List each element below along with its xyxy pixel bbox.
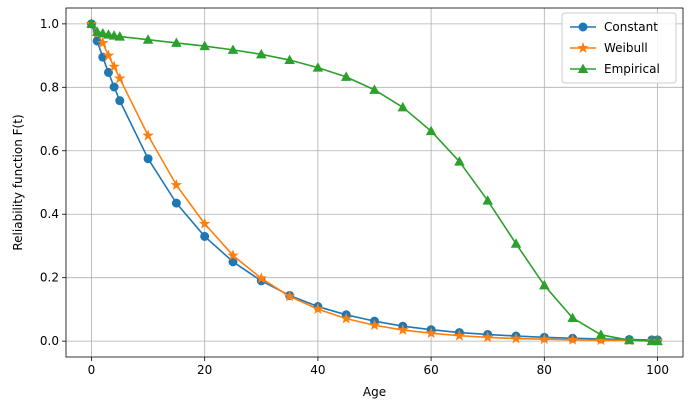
legend-label-weibull: Weibull bbox=[604, 41, 648, 55]
data-point-empirical bbox=[369, 84, 380, 94]
data-point-empirical bbox=[256, 48, 267, 59]
data-point-weibull bbox=[397, 323, 409, 335]
x-tick-label: 0 bbox=[88, 363, 96, 377]
x-tick-label: 60 bbox=[423, 363, 438, 377]
data-point-empirical bbox=[86, 18, 97, 28]
legend-box bbox=[561, 12, 677, 84]
data-point-empirical bbox=[171, 37, 182, 47]
data-point-empirical bbox=[482, 195, 493, 205]
x-tick-label: 80 bbox=[537, 363, 552, 377]
data-point-weibull bbox=[425, 327, 437, 339]
data-point-constant bbox=[171, 198, 181, 208]
data-point-empirical bbox=[652, 335, 663, 346]
data-point-empirical bbox=[114, 31, 126, 41]
data-point-constant bbox=[103, 67, 113, 77]
data-point-empirical bbox=[91, 26, 103, 36]
data-point-weibull bbox=[566, 333, 579, 345]
data-point-weibull bbox=[283, 290, 296, 302]
data-point-constant bbox=[115, 96, 125, 106]
data-point-weibull bbox=[227, 249, 239, 261]
legend-marker-weibull bbox=[577, 41, 589, 53]
data-point-weibull bbox=[170, 178, 183, 190]
data-point-empirical bbox=[454, 156, 465, 166]
data-point-empirical bbox=[312, 62, 324, 72]
legend-item-constant: Constant bbox=[570, 20, 658, 34]
data-point-empirical bbox=[103, 29, 114, 39]
y-tick-label: 0.2 bbox=[40, 271, 59, 285]
data-point-empirical bbox=[340, 71, 352, 81]
data-point-weibull bbox=[198, 217, 211, 229]
data-point-weibull bbox=[453, 329, 466, 341]
x-tick-label: 20 bbox=[197, 363, 212, 377]
data-point-empirical bbox=[510, 238, 522, 248]
y-tick-label: 0.6 bbox=[40, 144, 59, 158]
data-point-empirical bbox=[623, 334, 635, 345]
data-point-weibull bbox=[97, 36, 109, 48]
legend-item-empirical: Empirical bbox=[570, 62, 660, 76]
data-point-empirical bbox=[595, 329, 607, 339]
legend-item-weibull: Weibull bbox=[570, 41, 648, 55]
data-point-empirical bbox=[227, 44, 239, 54]
data-point-weibull bbox=[255, 272, 268, 284]
legend-marker-empirical bbox=[577, 63, 589, 74]
data-point-weibull bbox=[102, 49, 115, 61]
data-point-weibull bbox=[368, 319, 381, 331]
x-axis-label: Age bbox=[363, 385, 386, 399]
legend-label-empirical: Empirical bbox=[604, 62, 660, 76]
data-point-weibull bbox=[108, 60, 120, 72]
data-point-empirical bbox=[397, 101, 409, 112]
plot-frame bbox=[65, 7, 684, 358]
y-tick-label: 0.4 bbox=[40, 207, 59, 221]
data-point-constant bbox=[143, 154, 153, 164]
data-point-weibull bbox=[481, 331, 494, 343]
data-point-empirical bbox=[425, 125, 437, 136]
data-point-constant bbox=[200, 231, 210, 241]
y-tick-label: 0.8 bbox=[40, 80, 59, 94]
y-tick-label: 1.0 bbox=[40, 17, 59, 31]
data-point-weibull bbox=[510, 332, 522, 344]
data-point-empirical bbox=[284, 54, 295, 65]
series-layer bbox=[85, 17, 664, 346]
data-point-weibull bbox=[114, 72, 126, 84]
data-point-weibull bbox=[538, 333, 551, 345]
data-point-weibull bbox=[312, 303, 324, 314]
data-point-empirical bbox=[567, 312, 578, 322]
data-point-empirical bbox=[142, 34, 154, 44]
y-axis-label: Reliability function F(t) bbox=[11, 114, 25, 250]
ticks: 0 20 40 60 80 100 0.0 0.2 0.4 0.6 0.8 1.0 bbox=[40, 17, 669, 377]
x-tick-label: 40 bbox=[310, 363, 325, 377]
data-point-empirical bbox=[199, 40, 210, 51]
x-tick-label: 100 bbox=[646, 363, 669, 377]
legend-marker-constant bbox=[578, 22, 588, 32]
data-point-empirical bbox=[97, 27, 109, 38]
legend-label-constant: Constant bbox=[604, 20, 658, 34]
series-empirical bbox=[86, 18, 663, 346]
data-point-weibull bbox=[142, 129, 154, 141]
y-tick-label: 0.0 bbox=[40, 334, 59, 348]
legend: Constant Weibull Empirical bbox=[561, 12, 677, 84]
data-point-empirical bbox=[539, 279, 550, 290]
data-point-constant bbox=[109, 82, 119, 92]
data-point-empirical bbox=[108, 30, 120, 40]
data-point-weibull bbox=[340, 312, 352, 324]
